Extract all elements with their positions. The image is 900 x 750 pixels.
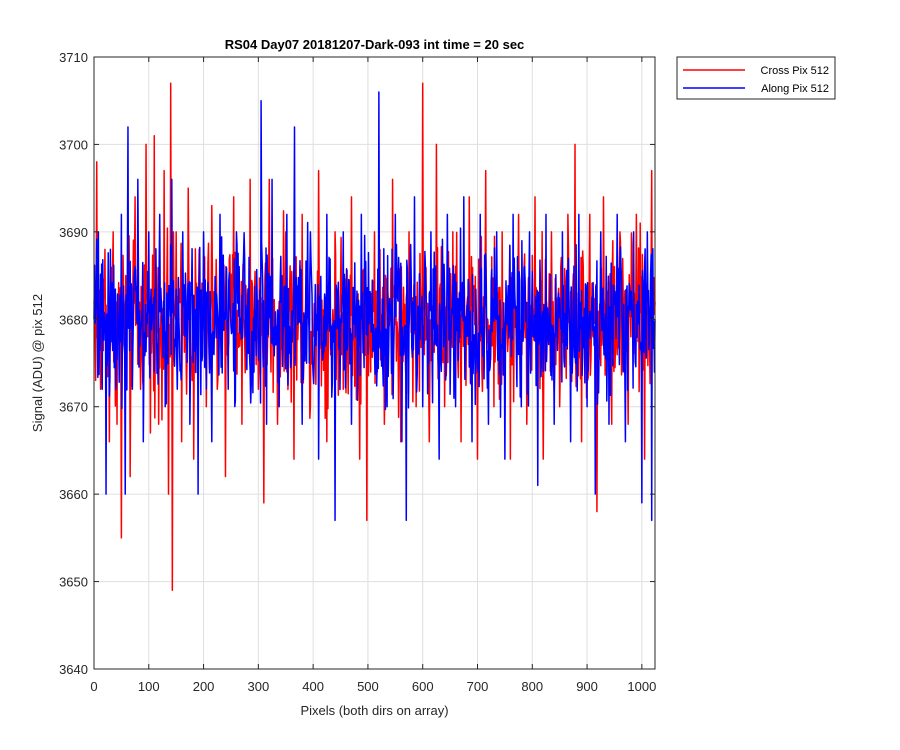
y-tick-label: 3660: [59, 487, 88, 502]
x-tick-label: 800: [521, 679, 543, 694]
series-line-along-pix-512: [93, 91, 656, 522]
legend-label-cross-pix: Cross Pix 512: [761, 65, 829, 77]
x-tick-label: 400: [302, 679, 324, 694]
y-tick-label: 3700: [59, 137, 88, 152]
x-tick-label: 200: [193, 679, 215, 694]
x-tick-label: 1000: [627, 679, 656, 694]
y-tick-label: 3690: [59, 225, 88, 240]
y-tick-label: 3650: [59, 575, 88, 590]
y-tick-label: 3640: [59, 662, 88, 677]
x-tick-label: 600: [412, 679, 434, 694]
x-tick-label: 500: [357, 679, 379, 694]
y-axis-label: Signal (ADU) @ pix 512: [30, 294, 45, 432]
x-axis-label: Pixels (both dirs on array): [300, 703, 448, 718]
x-tick-label: 900: [576, 679, 598, 694]
x-tick-label: 300: [248, 679, 270, 694]
x-tick-label: 700: [467, 679, 489, 694]
x-tick-label: 100: [138, 679, 160, 694]
legend-box: [676, 56, 836, 100]
legend-label-along-pix: Along Pix 512: [761, 83, 829, 95]
series-group: [93, 82, 656, 592]
y-tick-label: 3670: [59, 400, 88, 415]
chart-title: RS04 Day07 20181207-Dark-093 int time = …: [225, 37, 525, 52]
y-tick-label: 3680: [59, 312, 88, 327]
plot-frame: [93, 56, 656, 670]
axis-ticks: 0 100 200 300 400 500 600 700 800 900 1000 3640 3650…: [59, 50, 656, 694]
x-tick-label: 0: [90, 679, 97, 694]
legend: Cross Pix 512 Along Pix 512: [676, 56, 836, 100]
y-tick-label: 3710: [59, 50, 88, 65]
